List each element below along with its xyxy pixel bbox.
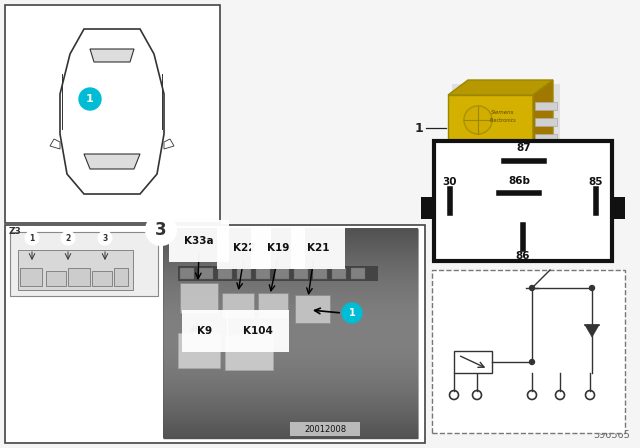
- Bar: [432, 270, 625, 433]
- Text: 85: 85: [589, 177, 604, 187]
- Polygon shape: [90, 49, 134, 62]
- Bar: [180, 283, 218, 313]
- Bar: [199, 268, 213, 279]
- Text: Z3: Z3: [9, 227, 22, 236]
- Text: K33a: K33a: [184, 236, 214, 246]
- Text: 3: 3: [155, 221, 167, 239]
- Text: 4: 4: [474, 402, 480, 411]
- Bar: [332, 268, 346, 279]
- Bar: [68, 268, 90, 286]
- Bar: [258, 293, 288, 318]
- Text: K22: K22: [233, 243, 255, 253]
- Circle shape: [146, 215, 176, 245]
- Polygon shape: [50, 139, 60, 149]
- Bar: [448, 95, 533, 170]
- Bar: [535, 118, 557, 126]
- Bar: [178, 333, 220, 368]
- Bar: [434, 141, 612, 261]
- Text: 86b: 86b: [508, 176, 530, 186]
- Polygon shape: [60, 29, 164, 194]
- Polygon shape: [533, 80, 553, 170]
- Text: 5: 5: [557, 402, 563, 411]
- Text: 3: 3: [102, 233, 108, 242]
- Bar: [163, 228, 418, 438]
- Circle shape: [98, 231, 112, 245]
- Circle shape: [61, 231, 75, 245]
- Text: 1: 1: [29, 233, 35, 242]
- Text: 2: 2: [587, 402, 593, 411]
- Text: 8: 8: [529, 402, 535, 411]
- Text: 6: 6: [451, 402, 457, 411]
- Bar: [225, 335, 273, 370]
- Bar: [452, 84, 560, 174]
- Bar: [18, 250, 133, 290]
- Text: 396365: 396365: [593, 430, 630, 440]
- Text: 30: 30: [443, 177, 457, 187]
- Bar: [218, 268, 232, 279]
- Bar: [295, 295, 330, 323]
- Text: 86: 86: [516, 251, 531, 261]
- Text: 1: 1: [349, 308, 355, 318]
- Text: 1: 1: [86, 94, 94, 104]
- Text: Siemens: Siemens: [492, 109, 515, 115]
- Bar: [535, 134, 557, 142]
- Polygon shape: [448, 80, 553, 95]
- Bar: [180, 268, 194, 279]
- Text: 87: 87: [516, 143, 531, 153]
- Text: K21: K21: [307, 243, 329, 253]
- Circle shape: [464, 106, 492, 134]
- Bar: [256, 268, 270, 279]
- Polygon shape: [585, 325, 599, 337]
- Circle shape: [79, 88, 101, 110]
- Bar: [421, 197, 434, 219]
- Polygon shape: [164, 139, 174, 149]
- Bar: [351, 268, 365, 279]
- Bar: [5, 5, 220, 223]
- Bar: [114, 268, 128, 286]
- Bar: [454, 351, 492, 373]
- Text: K9: K9: [197, 326, 212, 336]
- Bar: [10, 232, 158, 296]
- Bar: [178, 266, 378, 281]
- Bar: [20, 268, 42, 286]
- Text: K19: K19: [267, 243, 289, 253]
- Text: 30  85: 30 85: [452, 414, 481, 423]
- Circle shape: [589, 285, 595, 290]
- Bar: [290, 422, 360, 436]
- Circle shape: [25, 231, 39, 245]
- Bar: [222, 293, 254, 318]
- Polygon shape: [84, 154, 140, 169]
- Bar: [237, 268, 251, 279]
- Bar: [313, 268, 327, 279]
- Bar: [294, 268, 308, 279]
- Bar: [612, 197, 625, 219]
- Text: 20012008: 20012008: [304, 425, 346, 434]
- Bar: [275, 268, 289, 279]
- Bar: [46, 271, 66, 286]
- Text: 2: 2: [65, 233, 70, 242]
- Circle shape: [529, 359, 534, 365]
- Text: Electronics: Electronics: [490, 118, 516, 123]
- Circle shape: [342, 303, 362, 323]
- Text: K104: K104: [243, 326, 273, 336]
- Bar: [535, 150, 557, 158]
- Bar: [535, 102, 557, 110]
- Bar: [92, 271, 112, 286]
- Bar: [5, 225, 425, 443]
- Text: 1: 1: [414, 121, 423, 134]
- Circle shape: [529, 285, 534, 290]
- Text: 86 86b 87: 86 86b 87: [538, 414, 584, 423]
